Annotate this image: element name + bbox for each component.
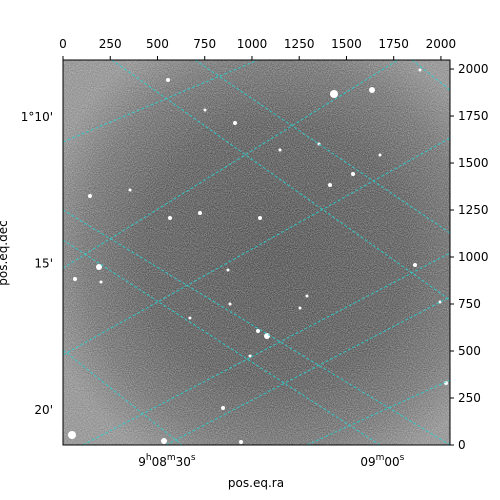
top-pixel-axis: 0 250 500 750 1000 1250 1500 1750 2000 (59, 37, 456, 60)
star (248, 354, 252, 358)
star (278, 148, 282, 152)
star (258, 216, 262, 220)
star (161, 438, 167, 444)
grid-line (82, 252, 450, 445)
star (298, 306, 302, 310)
star (369, 87, 375, 93)
right-tick-label: 1000 (458, 250, 489, 264)
grid-line (411, 60, 450, 91)
dec-axis: 1°10' 15' 20' (21, 110, 53, 417)
star (188, 316, 192, 320)
star (73, 277, 77, 281)
right-tick-label: 250 (458, 391, 481, 405)
dec-tick-label: 20' (34, 403, 53, 417)
sky-image (63, 60, 450, 445)
star (203, 108, 207, 112)
star (328, 183, 332, 187)
star (233, 121, 237, 125)
top-tick-label: 1250 (284, 37, 315, 51)
star (239, 440, 243, 444)
ra-axis: 9h08m30s 09m00s (138, 453, 404, 469)
right-tick-label: 500 (458, 344, 481, 358)
grid-line (63, 60, 259, 143)
top-tick-label: 2000 (426, 37, 457, 51)
star (221, 406, 225, 410)
top-tick-label: 0 (59, 37, 67, 51)
star (438, 300, 442, 304)
star (228, 302, 232, 306)
right-tick-label: 1250 (458, 203, 489, 217)
star (264, 333, 270, 339)
star (88, 194, 92, 198)
star (226, 268, 230, 272)
star (351, 172, 355, 176)
grid-line (165, 296, 450, 445)
right-pixel-axis: 0 250 500 750 1000 1250 1500 1750 2000 (450, 62, 489, 452)
star (198, 211, 202, 215)
grid-line (63, 209, 450, 445)
grid-line (63, 239, 381, 445)
star (68, 431, 76, 439)
star (418, 68, 422, 72)
star (305, 294, 309, 298)
star (378, 153, 382, 157)
top-tick-label: 500 (146, 37, 169, 51)
right-tick-label: 2000 (458, 62, 489, 76)
dec-tick-label: 1°10' (21, 110, 53, 124)
grid-line (111, 60, 450, 301)
right-tick-label: 750 (458, 297, 481, 311)
star (128, 188, 132, 192)
dec-tick-label: 15' (34, 257, 53, 271)
star (166, 78, 170, 82)
top-tick-label: 250 (99, 37, 122, 51)
grid-line (63, 60, 399, 269)
coordinate-grid (63, 60, 450, 445)
y-axis-label: pos.eq.dec (0, 220, 10, 285)
x-axis-label: pos.eq.ra (228, 476, 284, 490)
star-field (68, 68, 448, 444)
plot-frame (62, 59, 451, 446)
star (413, 263, 417, 267)
top-tick-label: 750 (193, 37, 216, 51)
right-tick-label: 0 (458, 438, 466, 452)
star (168, 216, 172, 220)
right-tick-label: 1750 (458, 109, 489, 123)
grid-line (63, 137, 450, 356)
top-tick-label: 1500 (331, 37, 362, 51)
right-tick-label: 1500 (458, 156, 489, 170)
grid-line (194, 60, 450, 234)
ra-tick-label: 9h08m30s (138, 453, 196, 469)
grid-line (306, 379, 450, 445)
top-tick-label: 1000 (237, 37, 268, 51)
top-tick-label: 1750 (378, 37, 409, 51)
star (99, 280, 103, 284)
grid-line (63, 349, 183, 445)
star (96, 264, 102, 270)
star (256, 329, 260, 333)
star (330, 90, 338, 98)
ra-tick-label: 09m00s (360, 453, 404, 469)
